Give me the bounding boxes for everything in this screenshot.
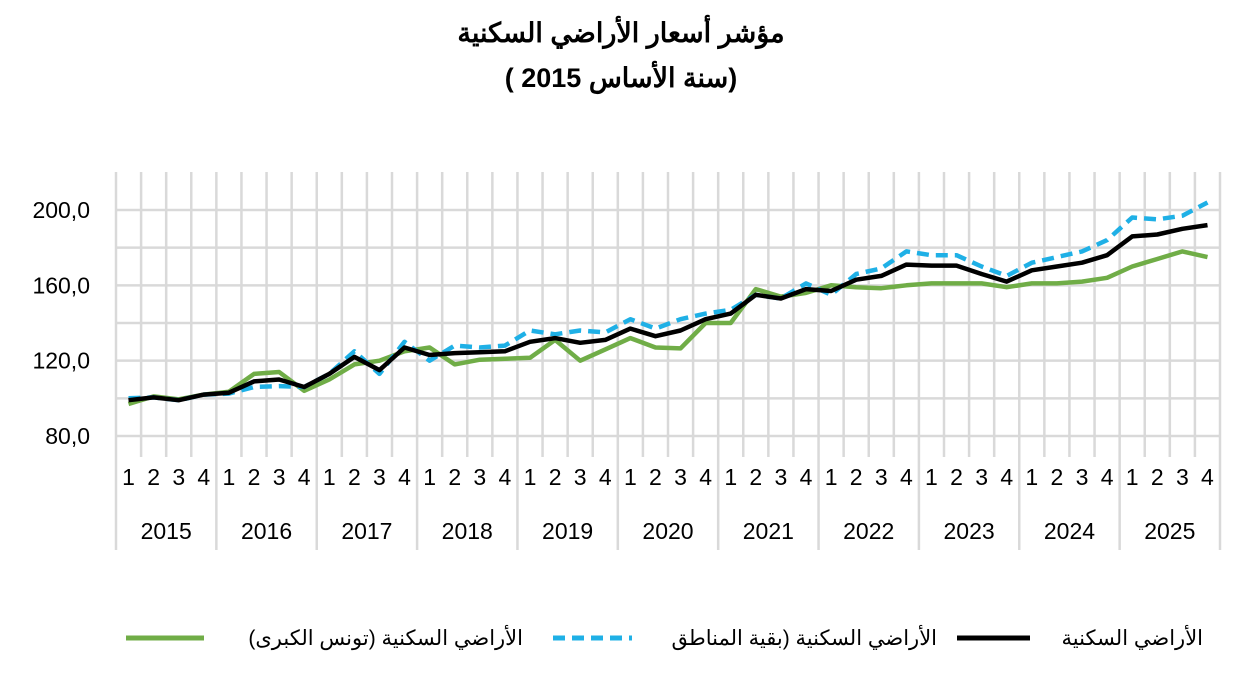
quarter-tick-label: 3 [574,464,587,490]
quarter-tick-label: 3 [1176,464,1189,490]
legend-label-0: الأراضي السكنية [1062,624,1203,651]
quarter-tick-label: 2 [950,464,963,490]
year-tick-label: 2024 [1044,518,1095,544]
series-line-0 [128,222,1208,403]
year-tick-label: 2017 [341,518,392,544]
y-axis-ticks: 80,0 120,0 160,0 200,0 [32,197,90,449]
quarter-tick-label: 3 [975,464,988,490]
quarter-tick-label: 1 [122,464,135,490]
y-tick-label: 80,0 [45,423,90,449]
quarter-tick-label: 2 [348,464,361,490]
year-tick-label: 2015 [141,518,192,544]
quarter-tick-label: 1 [724,464,737,490]
quarter-tick-label: 2 [448,464,461,490]
quarter-tick-label: 3 [674,464,687,490]
quarter-tick-label: 4 [900,464,913,490]
quarter-tick-label: 1 [1126,464,1139,490]
quarter-tick-label: 1 [524,464,537,490]
quarter-tick-label: 4 [1101,464,1114,490]
series-layer [127,200,1209,407]
quarter-tick-label: 2 [549,464,562,490]
quarter-tick-label: 2 [1051,464,1064,490]
y-tick-label: 120,0 [32,348,90,374]
quarter-tick-label: 1 [323,464,336,490]
chart-title: مؤشر أسعار الأراضي السكنية [457,15,784,50]
quarter-tick-label: 3 [1076,464,1089,490]
quarter-tick-label: 4 [1000,464,1013,490]
quarter-tick-label: 4 [398,464,411,490]
quarter-tick-label: 2 [649,464,662,490]
legend-label-1: الأراضي السكنية (بقية المناطق [671,624,937,651]
quarter-tick-label: 1 [423,464,436,490]
series-line-2 [127,249,1208,407]
year-tick-label: 2019 [542,518,593,544]
year-tick-label: 2021 [743,518,794,544]
quarter-tick-label: 3 [775,464,788,490]
grid [114,172,1222,550]
quarter-tick-label: 4 [298,464,311,490]
quarter-tick-label: 3 [273,464,286,490]
quarter-tick-label: 1 [1025,464,1038,490]
year-tick-label: 2018 [442,518,493,544]
quarter-tick-label: 3 [473,464,486,490]
quarter-tick-label: 2 [850,464,863,490]
year-tick-label: 2025 [1144,518,1195,544]
y-tick-label: 160,0 [32,272,90,298]
year-tick-label: 2022 [843,518,894,544]
quarter-tick-label: 2 [749,464,762,490]
legend: الأراضي السكنية الأراضي السكنية (بقية الم… [126,624,1203,651]
quarter-tick-label: 1 [925,464,938,490]
quarter-tick-label: 3 [172,464,185,490]
quarter-tick-label: 3 [373,464,386,490]
quarter-tick-label: 4 [800,464,813,490]
year-tick-label: 2023 [944,518,995,544]
chart-subtitle: (سنة الأساس 2015 ) [505,61,738,95]
quarter-tick-label: 4 [197,464,210,490]
legend-label-2: الأراضي السكنية (تونس الكبرى) [248,624,523,651]
quarter-tick-label: 3 [875,464,888,490]
quarter-tick-label: 4 [599,464,612,490]
quarter-tick-label: 1 [223,464,236,490]
quarter-tick-label: 4 [699,464,712,490]
quarter-tick-label: 1 [624,464,637,490]
quarter-tick-label: 1 [825,464,838,490]
year-tick-label: 2016 [241,518,292,544]
quarter-tick-label: 4 [1201,464,1214,490]
quarter-tick-label: 4 [499,464,512,490]
y-tick-label: 200,0 [32,197,90,223]
quarter-tick-label: 2 [1151,464,1164,490]
quarter-tick-label: 2 [248,464,261,490]
quarter-tick-label: 2 [147,464,160,490]
year-tick-label: 2020 [642,518,693,544]
